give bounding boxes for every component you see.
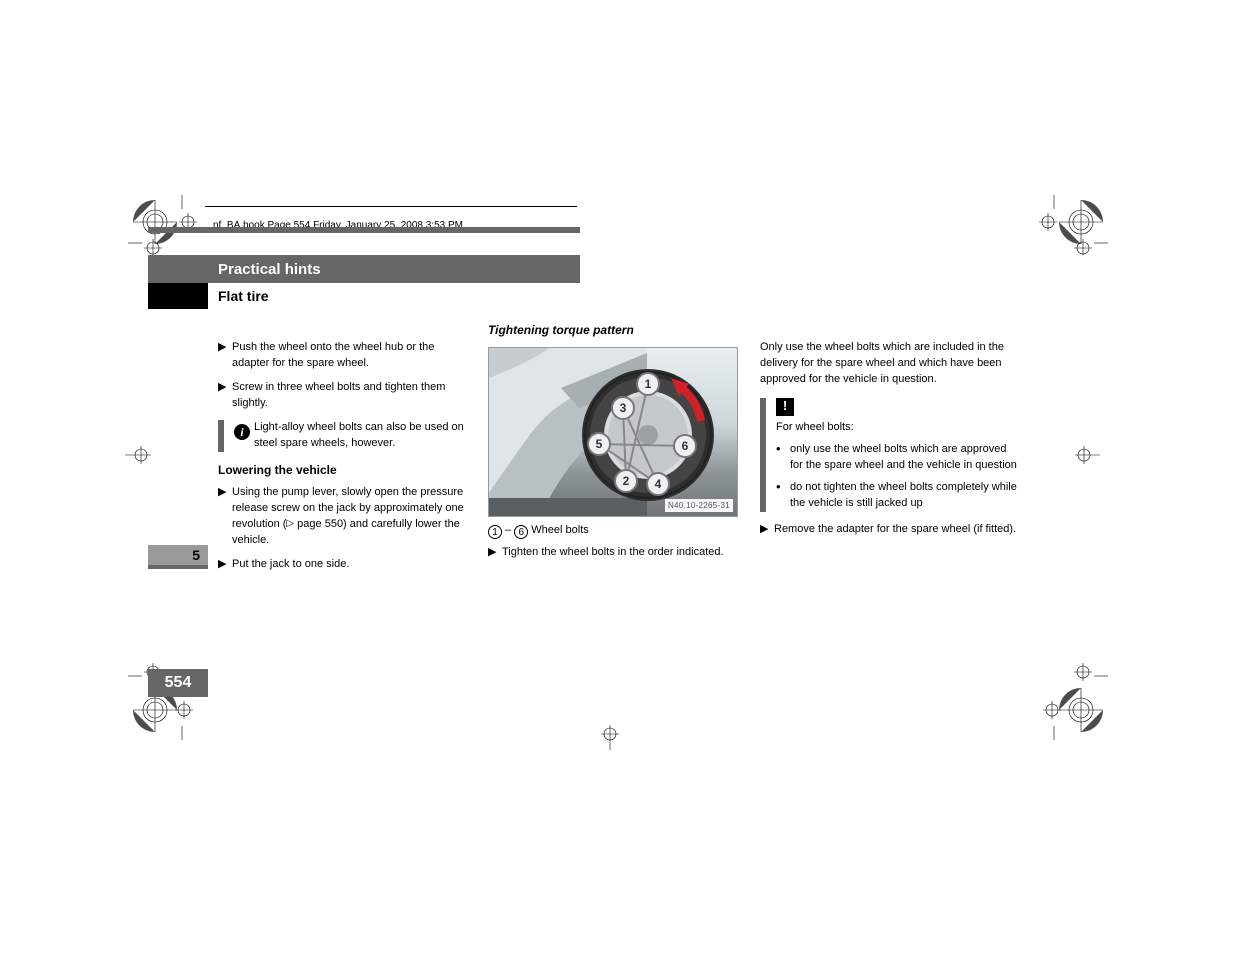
triangle-bullet-icon: ▶ — [760, 522, 774, 538]
subheading: Lowering the vehicle — [218, 462, 468, 479]
svg-text:1: 1 — [645, 377, 652, 391]
side-tab-accent — [148, 565, 208, 569]
caution-text: only use the wheel bolts which are appro… — [790, 442, 1020, 474]
page-number-box: 554 — [148, 669, 208, 697]
ref-arrow-icon: ▷ — [286, 517, 294, 532]
caution-intro: For wheel bolts: — [776, 420, 1020, 436]
legend-circled-num: 1 — [488, 525, 502, 539]
chapter-title: Practical hints — [218, 261, 321, 278]
figure-heading: Tightening torque pattern — [488, 322, 743, 339]
step-text: Screw in three wheel bolts and tighten t… — [232, 380, 468, 412]
paragraph: Only use the wheel bolts which are inclu… — [760, 340, 1020, 388]
column-1: ▶ Push the wheel onto the wheel hub or t… — [218, 340, 468, 581]
triangle-bullet-icon: ▶ — [218, 340, 232, 372]
info-block: i Light-alloy wheel bolts can also be us… — [218, 420, 468, 452]
step-text: Push the wheel onto the wheel hub or the… — [232, 340, 468, 372]
step-row: ▶ Remove the adapter for the spare wheel… — [760, 522, 1020, 538]
column-2: Tightening torque pattern — [488, 322, 743, 569]
crop-mark-br — [1028, 660, 1108, 740]
caution-block: ! For wheel bolts: • only use the wheel … — [760, 398, 1020, 512]
triangle-bullet-icon: ▶ — [218, 557, 232, 573]
caution-text: do not tighten the wheel bolts completel… — [790, 480, 1020, 512]
step-row: ▶ Put the jack to one side. — [218, 557, 468, 573]
step-row: ▶ Push the wheel onto the wheel hub or t… — [218, 340, 468, 372]
legend-dash: – — [502, 524, 514, 536]
dot-bullet-icon: • — [776, 480, 790, 512]
info-text: Light-alloy wheel bolts can also be used… — [254, 420, 468, 452]
step-text: Remove the adapter for the spare wheel (… — [774, 522, 1020, 538]
step-row: ▶ Tighten the wheel bolts in the order i… — [488, 545, 743, 561]
svg-text:5: 5 — [596, 437, 603, 451]
caution-item: • only use the wheel bolts which are app… — [776, 442, 1020, 474]
caution-item: • do not tighten the wheel bolts complet… — [776, 480, 1020, 512]
section-title: Flat tire — [218, 288, 269, 304]
svg-text:3: 3 — [620, 401, 627, 415]
column-3: Only use the wheel bolts which are inclu… — [760, 340, 1020, 545]
caution-icon: ! — [776, 398, 794, 416]
exclaim-icon: ! — [783, 397, 787, 416]
svg-text:6: 6 — [682, 439, 689, 453]
section-title-bar: Flat tire — [148, 283, 580, 309]
torque-pattern-figure: 1 2 3 4 5 6 N40.10-2265-31 — [488, 347, 738, 517]
step-row: ▶ Screw in three wheel bolts and tighten… — [218, 380, 468, 412]
figure-code: N40.10-2265-31 — [665, 499, 733, 513]
triangle-bullet-icon: ▶ — [488, 545, 502, 561]
chapter-title-bar: Practical hints — [148, 255, 580, 283]
step-text: Tighten the wheel bolts in the order ind… — [502, 545, 743, 561]
wheel-diagram: 1 2 3 4 5 6 — [579, 366, 717, 504]
svg-text:4: 4 — [655, 477, 662, 491]
crop-mark-tl — [128, 195, 208, 255]
legend-circled-num: 6 — [514, 525, 528, 539]
figure-legend: 1 – 6 Wheel bolts — [488, 523, 743, 539]
page-number: 554 — [165, 674, 192, 692]
step-text: Using the pump lever, slowly open the pr… — [232, 485, 468, 549]
crop-mark-tr — [1028, 195, 1108, 255]
top-accent-bar — [148, 227, 580, 233]
triangle-bullet-icon: ▶ — [218, 380, 232, 412]
dot-bullet-icon: • — [776, 442, 790, 474]
svg-text:2: 2 — [623, 474, 630, 488]
step-text: Put the jack to one side. — [232, 557, 468, 573]
info-icon: i — [234, 420, 254, 452]
step-row: ▶ Using the pump lever, slowly open the … — [218, 485, 468, 549]
side-tab-number: 5 — [192, 547, 200, 563]
side-tab: 5 — [148, 545, 208, 565]
header-rule-top — [205, 206, 577, 207]
triangle-bullet-icon: ▶ — [218, 485, 232, 549]
crop-mark-mr — [1040, 440, 1100, 470]
crop-mark-ml — [125, 440, 185, 470]
legend-tail: Wheel bolts — [528, 524, 589, 536]
crop-mark-bc — [590, 720, 630, 750]
